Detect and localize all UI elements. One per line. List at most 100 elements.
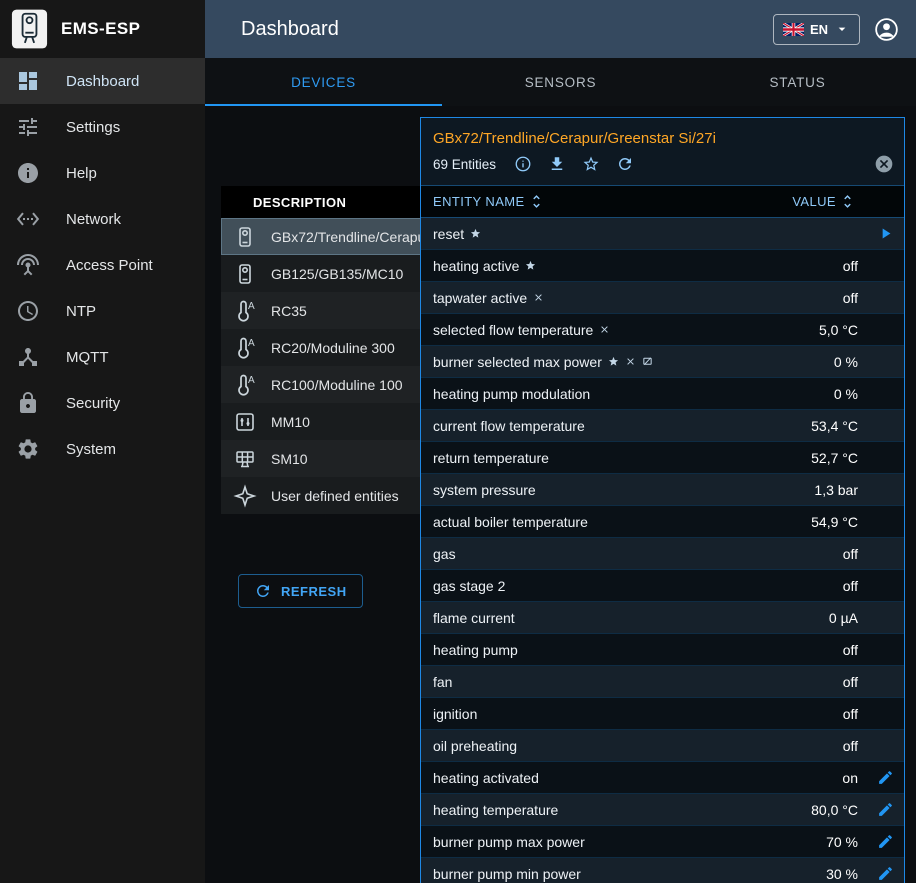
star-outline-icon[interactable] xyxy=(582,155,600,173)
entity-row-tapwater-active: tapwater active off xyxy=(421,282,904,314)
edit-icon[interactable] xyxy=(877,801,894,818)
device-title: GBx72/Trendline/Cerapur/Greenstar Si/27i xyxy=(433,130,716,147)
entity-name-text: selected flow temperature xyxy=(433,321,594,338)
refresh-label: REFRESH xyxy=(281,583,347,599)
device-row-gb125-gb135-mc10[interactable]: GB125/GB135/MC10 xyxy=(221,255,437,292)
entity-value: off xyxy=(842,577,858,594)
entity-value: on xyxy=(842,769,858,786)
sidebar-item-settings[interactable]: Settings xyxy=(0,104,205,150)
download-icon[interactable] xyxy=(548,155,566,173)
entity-name: gas stage 2 xyxy=(433,578,505,594)
entity-name: flame current xyxy=(433,610,515,626)
entity-value: 54,9 °C xyxy=(811,513,858,530)
sidebar-item-label: Dashboard xyxy=(66,72,140,90)
device-row-mm10[interactable]: MM10 xyxy=(221,403,437,440)
sort-icon[interactable] xyxy=(839,193,856,210)
entity-name: actual boiler temperature xyxy=(433,514,588,530)
device-name: RC20/Moduline 300 xyxy=(271,339,395,356)
devices-table-header: DESCRIPTION xyxy=(221,186,437,218)
thermostat-icon: A xyxy=(233,299,257,323)
entity-value: 0 µA xyxy=(828,609,858,626)
main-content: DESCRIPTION GBx72/Trendline/Cerapur/Gree… xyxy=(205,106,916,883)
tab-devices[interactable]: DEVICES xyxy=(205,58,442,106)
lock-icon xyxy=(16,391,40,415)
entity-value: off xyxy=(842,641,858,658)
device-row-rc100-moduline-100[interactable]: A RC100/Moduline 100 xyxy=(221,366,437,403)
value-column[interactable]: VALUE xyxy=(792,193,856,210)
entities-toolbar: 69 Entities xyxy=(421,147,904,185)
sidebar-item-label: System xyxy=(66,440,117,458)
uk-flag-icon xyxy=(782,22,804,36)
sidebar-item-help[interactable]: Help xyxy=(0,150,205,196)
sidebar-item-label: Settings xyxy=(66,118,121,136)
sidebar-item-network[interactable]: Network xyxy=(0,196,205,242)
edit-icon[interactable] xyxy=(877,769,894,786)
custom-entities-icon xyxy=(233,483,257,508)
clock-icon xyxy=(16,299,40,323)
entity-action xyxy=(858,801,894,818)
entity-row-oil-preheating: oil preheating off xyxy=(421,730,904,762)
device-row-gbx72-trendline-cerapur-greenstar-si-27i[interactable]: GBx72/Trendline/Cerapur/Greenstar Si/27i xyxy=(221,218,437,255)
device-row-sm10[interactable]: SM10 xyxy=(221,440,437,477)
entity-row-fan: fan off xyxy=(421,666,904,698)
sidebar-item-dashboard[interactable]: Dashboard xyxy=(0,58,205,104)
entity-name-text: flame current xyxy=(433,609,515,626)
entity-row-burner-pump-max-power: burner pump max power 70 % xyxy=(421,826,904,858)
sidebar-item-mqtt[interactable]: MQTT xyxy=(0,334,205,380)
close-icon[interactable] xyxy=(874,154,894,174)
entity-row-ignition: ignition off xyxy=(421,698,904,730)
entity-name: oil preheating xyxy=(433,738,517,754)
entity-row-reset: reset xyxy=(421,218,904,250)
app-title: EMS-ESP xyxy=(61,19,141,38)
devices-table: DESCRIPTION GBx72/Trendline/Cerapur/Gree… xyxy=(221,186,437,514)
device-name: MM10 xyxy=(271,413,310,430)
entity-value: 52,7 °C xyxy=(811,449,858,466)
language-selector[interactable]: EN xyxy=(772,13,860,45)
tab-status[interactable]: STATUS xyxy=(769,74,826,90)
entity-name-text: current flow temperature xyxy=(433,417,585,434)
edit-icon[interactable] xyxy=(877,865,894,882)
sidebar-item-ntp[interactable]: NTP xyxy=(0,288,205,334)
device-name: SM10 xyxy=(271,450,308,467)
edit-icon[interactable] xyxy=(877,833,894,850)
entity-name: heating activated xyxy=(433,770,539,786)
entity-name: reset xyxy=(433,226,481,242)
sidebar-item-security[interactable]: Security xyxy=(0,380,205,426)
entity-row-current-flow-temperature: current flow temperature 53,4 °C xyxy=(421,410,904,442)
tab-sensors[interactable]: SENSORS xyxy=(524,74,597,90)
device-row-rc35[interactable]: A RC35 xyxy=(221,292,437,329)
boiler-icon xyxy=(233,262,257,286)
sort-icon[interactable] xyxy=(528,193,545,210)
sidebar-item-system[interactable]: System xyxy=(0,426,205,472)
account-icon[interactable] xyxy=(873,16,900,43)
entity-name-text: heating active xyxy=(433,257,520,274)
entity-row-system-pressure: system pressure 1,3 bar xyxy=(421,474,904,506)
entity-name: tapwater active xyxy=(433,290,544,306)
entity-value: off xyxy=(842,673,858,690)
entity-action xyxy=(858,833,894,850)
sidebar-item-access-point[interactable]: Access Point xyxy=(0,242,205,288)
entity-row-heating-pump: heating pump off xyxy=(421,634,904,666)
device-row-rc20-moduline-300[interactable]: A RC20/Moduline 300 xyxy=(221,329,437,366)
sidebar-item-label: Help xyxy=(66,164,97,182)
entity-name: burner selected max power xyxy=(433,354,653,370)
device-entities-panel: GBx72/Trendline/Cerapur/Greenstar Si/27i… xyxy=(420,117,905,883)
header-actions: EN xyxy=(772,13,900,45)
play-icon[interactable] xyxy=(877,225,894,242)
entity-name-text: tapwater active xyxy=(433,289,528,306)
entity-row-flame-current: flame current 0 µA xyxy=(421,602,904,634)
boiler-icon xyxy=(233,225,257,249)
entity-name: selected flow temperature xyxy=(433,322,610,338)
info-icon[interactable] xyxy=(514,155,532,173)
refresh-icon xyxy=(254,582,272,600)
refresh-button[interactable]: REFRESH xyxy=(238,574,363,608)
entities-table-header: ENTITY NAME VALUE xyxy=(421,185,904,218)
entity-row-heating-pump-modulation: heating pump modulation 0 % xyxy=(421,378,904,410)
entity-name-text: heating pump modulation xyxy=(433,385,591,402)
device-row-user-defined-entities[interactable]: User defined entities xyxy=(221,477,437,514)
entity-value: 1,3 bar xyxy=(814,481,858,498)
entity-name-column[interactable]: ENTITY NAME xyxy=(433,193,545,210)
device-name: User defined entities xyxy=(271,487,399,504)
refresh-entities-icon[interactable] xyxy=(616,155,634,173)
entity-name-text: ignition xyxy=(433,705,478,722)
